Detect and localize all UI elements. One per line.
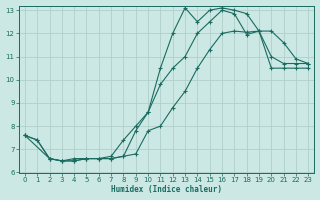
- X-axis label: Humidex (Indice chaleur): Humidex (Indice chaleur): [111, 185, 222, 194]
